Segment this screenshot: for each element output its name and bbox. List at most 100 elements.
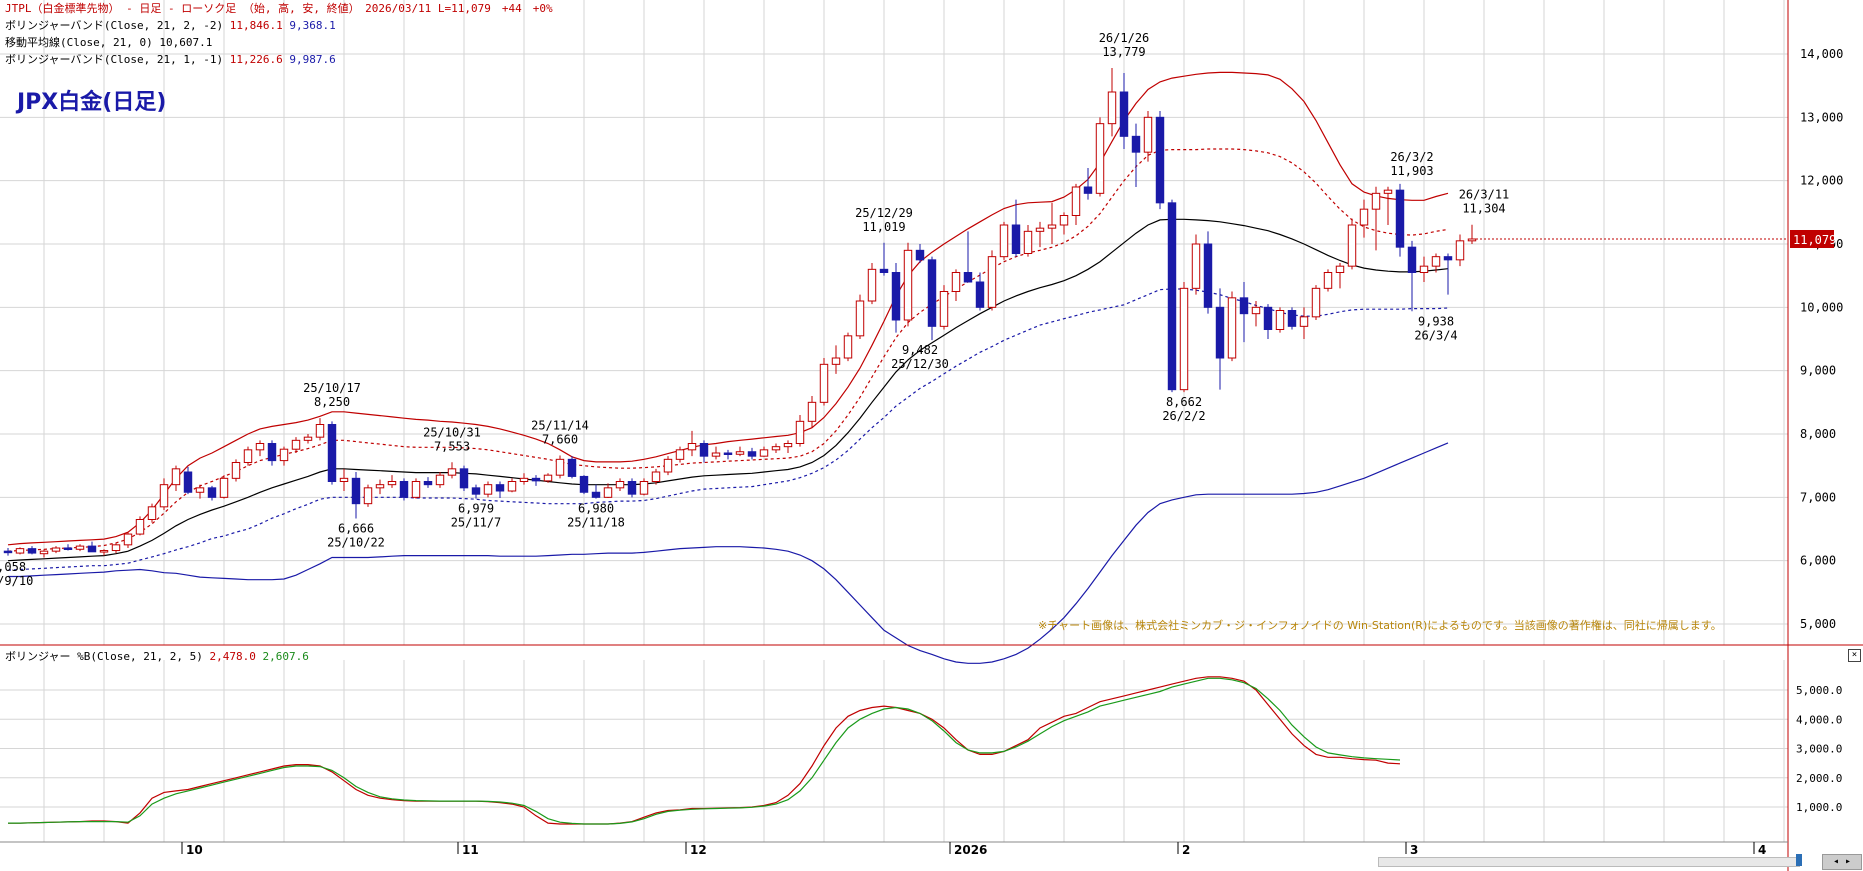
candle-up: [279, 448, 289, 462]
price-annotation: 26/2/2: [1162, 409, 1205, 423]
scroll-controls[interactable]: ◂ ▸: [1822, 854, 1862, 870]
candle-up: [831, 357, 841, 365]
candle-up: [795, 420, 805, 445]
price-annotation: 26/1/26: [1099, 31, 1150, 45]
candle-down: [207, 487, 217, 498]
candle-down: [495, 484, 505, 492]
candle-up: [783, 443, 793, 448]
candle-down: [27, 548, 37, 554]
candle-up: [999, 224, 1009, 258]
candle-up: [99, 550, 109, 553]
candle-down: [1215, 306, 1225, 359]
price-annotation: 25/11/7: [451, 516, 502, 530]
candle-up: [147, 506, 157, 521]
moving-average-line: [7, 218, 1449, 562]
candle-down: [3, 550, 13, 554]
candle-up: [1335, 265, 1345, 273]
candle-up: [639, 481, 649, 495]
candle-down: [879, 268, 889, 274]
bb-upper-2-line: [7, 71, 1449, 546]
candle-down: [1119, 91, 1129, 137]
candle-down: [891, 272, 901, 321]
y-tick-label: 6,000: [1800, 554, 1836, 568]
candle-up: [75, 545, 85, 550]
candle-up: [195, 487, 205, 493]
subplot-y-tick-label: 1,000.0: [1796, 801, 1842, 814]
candle-up: [1299, 316, 1309, 327]
y-tick-label: 12,000: [1800, 174, 1843, 188]
candle-up: [1035, 227, 1045, 232]
candle-down: [1167, 202, 1177, 391]
candle-up: [1371, 192, 1381, 210]
candle-up: [255, 443, 265, 451]
candle-down: [1155, 116, 1165, 204]
candle-up: [903, 249, 913, 321]
candle-up: [1047, 224, 1057, 229]
candle-up: [171, 468, 181, 486]
candle-up: [15, 548, 25, 554]
price-annotation: 25/10/22: [327, 535, 385, 549]
candle-up: [411, 481, 421, 498]
scrollbar-thumb[interactable]: [1796, 854, 1802, 866]
candle-down: [1203, 243, 1213, 308]
price-annotation: 9,482: [902, 343, 938, 357]
candle-up: [807, 401, 817, 422]
candle-up: [1227, 297, 1237, 359]
candle-up: [339, 477, 349, 483]
price-annotation: 25/12/29: [855, 206, 913, 220]
candle-down: [1287, 310, 1297, 327]
y-tick-label: 14,000: [1800, 47, 1843, 61]
candle-down: [531, 477, 541, 482]
candle-up: [855, 300, 865, 337]
price-annotation: 13,779: [1102, 45, 1145, 59]
ma-legend: 移動平均線(Close, 21, 0) 10,607.1: [5, 36, 212, 50]
y-tick-label: 9,000: [1800, 364, 1836, 378]
month-label: 4: [1758, 843, 1766, 857]
subplot-y-tick-label: 5,000.0: [1796, 684, 1842, 697]
candle-down: [1239, 297, 1249, 315]
candle-up: [159, 484, 169, 508]
candle-up: [1107, 91, 1117, 125]
subplot-y-tick-label: 2,000.0: [1796, 772, 1842, 785]
bb2-upper: 11,846.1: [229, 19, 283, 32]
price-annotation: 26/3/11: [1459, 188, 1510, 202]
price-annotation: 26/3/4: [1414, 328, 1457, 342]
candle-up: [615, 481, 625, 489]
candle-up: [39, 550, 49, 555]
candle-up: [1059, 215, 1069, 226]
candle-up: [1143, 116, 1153, 153]
bb1-lower: 9,987.6: [289, 53, 336, 66]
candle-down: [471, 487, 481, 495]
chart-title: JPX白金(日足): [17, 90, 167, 115]
close-subchart-button[interactable]: ×: [1848, 649, 1861, 662]
percent-b-green-line: [8, 677, 1401, 825]
candle-up: [375, 484, 385, 489]
candle-down: [927, 259, 937, 327]
last-price-badge: [1790, 229, 1834, 248]
bb1-label: ボリンジャーバンド(Close, 21, 1, -1): [5, 53, 224, 66]
price-annotation: 25/9/10: [0, 574, 33, 588]
candle-up: [123, 533, 133, 546]
candle-up: [519, 477, 529, 483]
candle-up: [51, 547, 61, 552]
price-annotation: 25/10/31: [423, 425, 481, 439]
candle-down: [399, 481, 409, 498]
price-annotation: 25/11/18: [567, 516, 625, 530]
candle-up: [1347, 224, 1357, 267]
header-line: JTPL（白金標準先物） - 日足 - ローソク足 （始, 高, 安, 終値） …: [5, 2, 553, 15]
candle-up: [951, 272, 961, 292]
horizontal-scrollbar[interactable]: [1378, 857, 1800, 867]
candle-up: [1323, 272, 1333, 289]
candle-down: [975, 281, 985, 308]
candle-up: [483, 484, 493, 495]
percent-b-label: ボリンジャー %B(Close, 21, 2, 5): [5, 650, 203, 663]
credit-note: ※チャート画像は、株式会社ミンカブ・ジ・インフォノイドの Win-Station…: [1038, 619, 1722, 632]
candle-up: [819, 363, 829, 403]
candle-up: [243, 449, 253, 464]
last-price-badge-text: 11,079: [1793, 233, 1836, 247]
price-annotation: 25/11/14: [531, 419, 589, 433]
candle-down: [327, 424, 337, 482]
candle-down: [1407, 246, 1417, 274]
